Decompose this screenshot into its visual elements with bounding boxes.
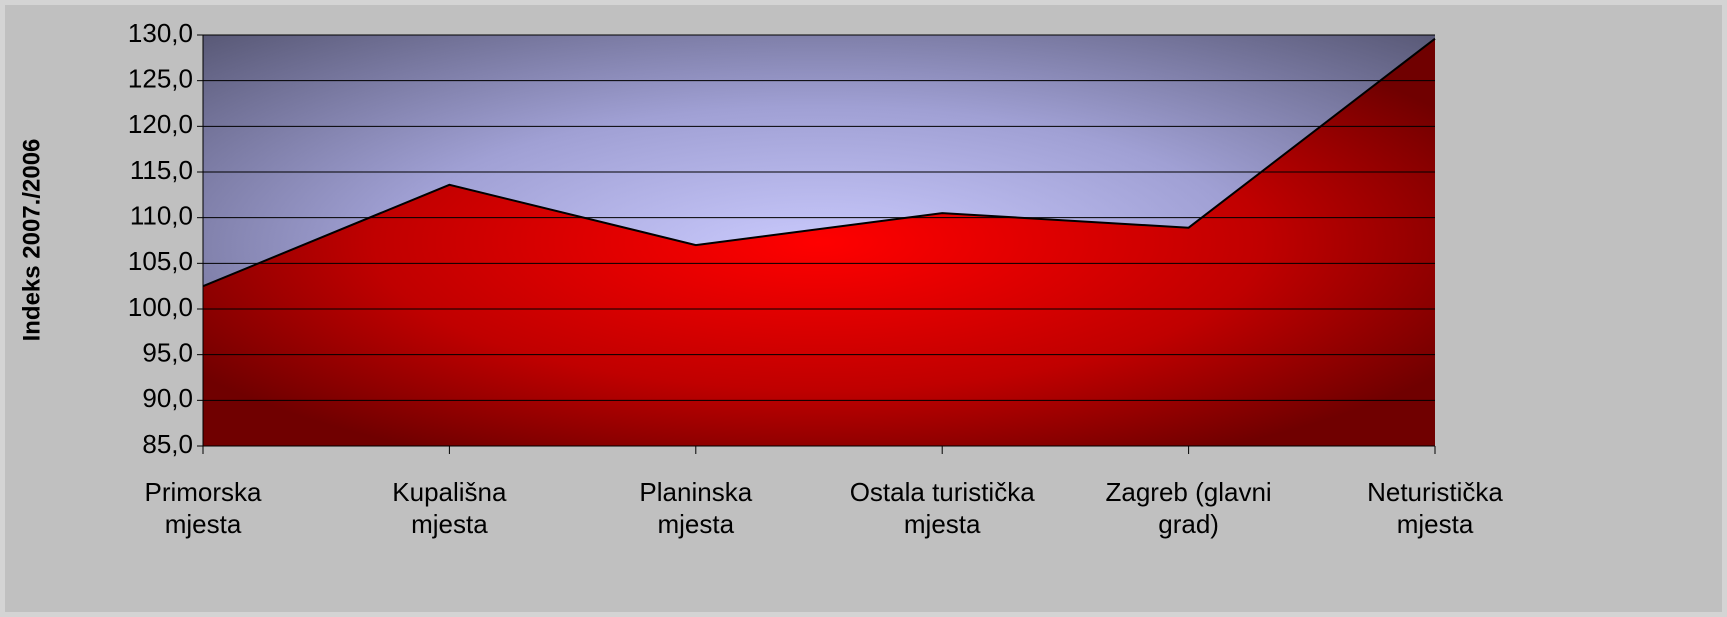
area-outline: [202, 37, 1436, 288]
y-tick-label: 110,0: [130, 201, 193, 231]
x-tick-label: Primorska mjesta: [144, 477, 262, 539]
y-tick-label: 85,0: [142, 429, 193, 459]
y-tick-label: 130,0: [128, 18, 193, 48]
x-tick-label: Kupališna mjesta: [392, 477, 507, 539]
chart-svg: Indeks 2007./2006 85,0 90,0 95,0 100,0 105,0…: [18, 18, 1436, 459]
y-tick-label: 115,0: [130, 155, 193, 185]
x-tick-label: Neturistička mjesta: [1367, 477, 1503, 539]
y-tick-label: 125,0: [128, 64, 193, 94]
x-tick-label: Zagreb (glavni grad): [1105, 477, 1272, 539]
y-axis-label: Indeks 2007./2006: [18, 139, 45, 342]
y-tick-label: 90,0: [142, 383, 193, 413]
y-tick-label: 120,0: [128, 109, 193, 139]
area: [203, 38, 1435, 447]
y-tick-label: 100,0: [128, 292, 193, 322]
x-tick-label: Ostala turistička mjesta: [849, 477, 1035, 539]
y-tick-label: 95,0: [142, 338, 193, 368]
y-tick-label: 105,0: [128, 246, 193, 276]
x-tick-label: Planinska mjesta: [639, 477, 753, 539]
